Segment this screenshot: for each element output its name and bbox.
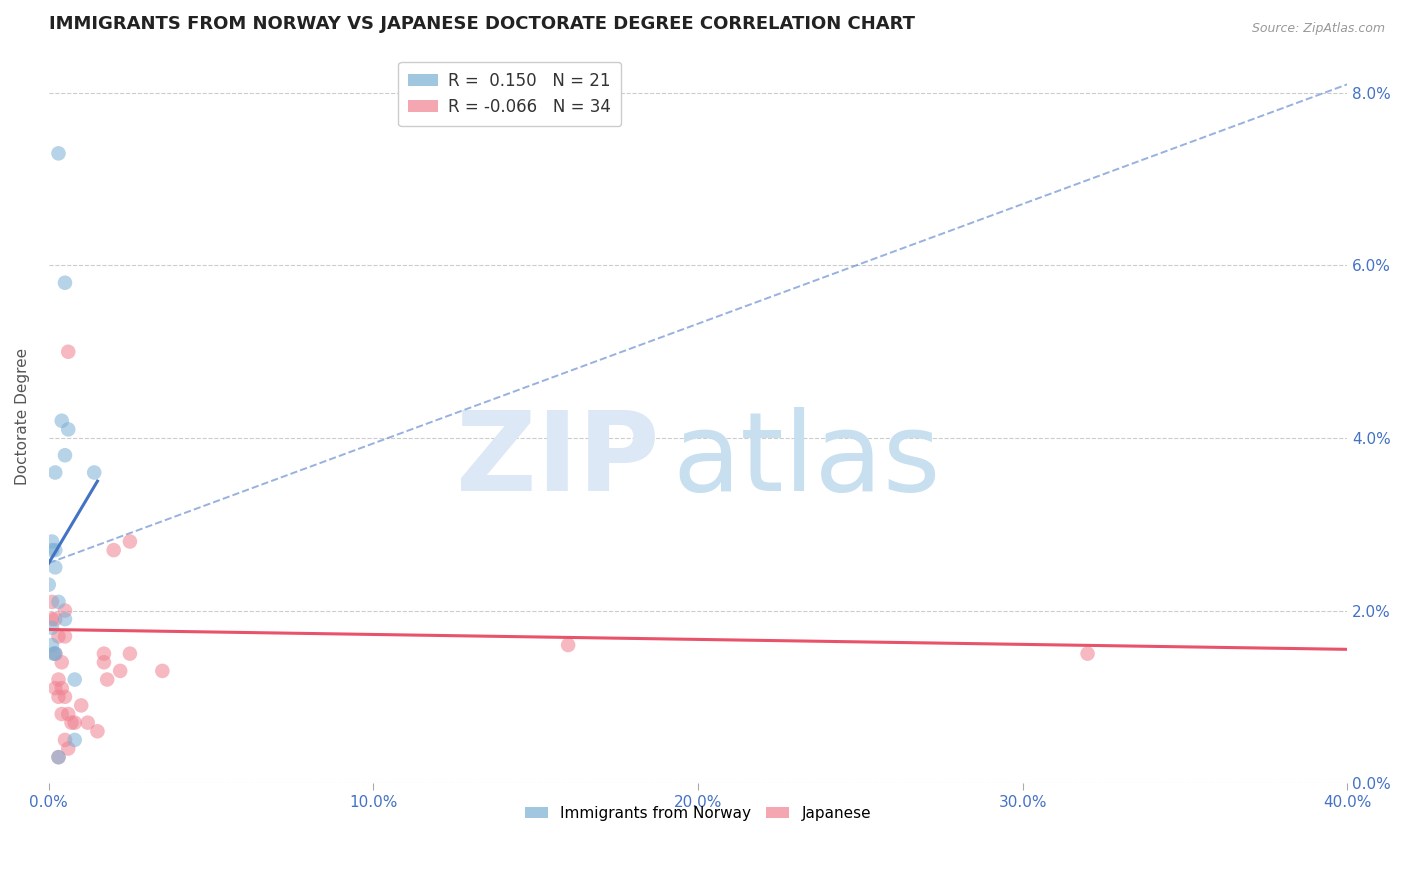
- Point: [51, 655, 73, 669]
- Point: [42, 647, 65, 661]
- Point: [53, 732, 76, 747]
- Point: [53, 629, 76, 643]
- Point: [53, 448, 76, 462]
- Point: [44, 647, 66, 661]
- Point: [63, 715, 86, 730]
- Point: [41, 534, 63, 549]
- Point: [58, 422, 80, 436]
- Point: [51, 681, 73, 695]
- Point: [53, 690, 76, 704]
- Y-axis label: Doctorate Degree: Doctorate Degree: [15, 348, 30, 485]
- Point: [86, 724, 108, 739]
- Text: IMMIGRANTS FROM NORWAY VS JAPANESE DOCTORATE DEGREE CORRELATION CHART: IMMIGRANTS FROM NORWAY VS JAPANESE DOCTO…: [49, 15, 915, 33]
- Point: [48, 595, 70, 609]
- Point: [108, 664, 131, 678]
- Point: [1077, 647, 1099, 661]
- Point: [44, 681, 66, 695]
- Point: [63, 732, 86, 747]
- Point: [70, 698, 93, 713]
- Legend: Immigrants from Norway, Japanese: Immigrants from Norway, Japanese: [519, 799, 877, 827]
- Text: atlas: atlas: [672, 407, 941, 514]
- Point: [48, 750, 70, 764]
- Point: [53, 603, 76, 617]
- Point: [44, 543, 66, 558]
- Point: [51, 706, 73, 721]
- Point: [41, 621, 63, 635]
- Point: [58, 741, 80, 756]
- Point: [44, 612, 66, 626]
- Point: [60, 715, 83, 730]
- Point: [83, 466, 105, 480]
- Point: [41, 595, 63, 609]
- Point: [150, 664, 173, 678]
- Text: Source: ZipAtlas.com: Source: ZipAtlas.com: [1251, 22, 1385, 36]
- Point: [41, 612, 63, 626]
- Point: [48, 750, 70, 764]
- Point: [53, 612, 76, 626]
- Point: [48, 146, 70, 161]
- Point: [51, 414, 73, 428]
- Point: [58, 706, 80, 721]
- Text: ZIP: ZIP: [456, 407, 659, 514]
- Point: [44, 466, 66, 480]
- Point: [103, 543, 125, 558]
- Point: [41, 543, 63, 558]
- Point: [557, 638, 579, 652]
- Point: [93, 655, 115, 669]
- Point: [63, 673, 86, 687]
- Point: [48, 690, 70, 704]
- Point: [53, 276, 76, 290]
- Point: [48, 629, 70, 643]
- Point: [38, 577, 60, 591]
- Point: [118, 647, 141, 661]
- Point: [44, 560, 66, 574]
- Point: [44, 647, 66, 661]
- Point: [48, 673, 70, 687]
- Point: [41, 638, 63, 652]
- Point: [118, 534, 141, 549]
- Point: [58, 344, 80, 359]
- Point: [96, 673, 118, 687]
- Point: [93, 647, 115, 661]
- Point: [76, 715, 98, 730]
